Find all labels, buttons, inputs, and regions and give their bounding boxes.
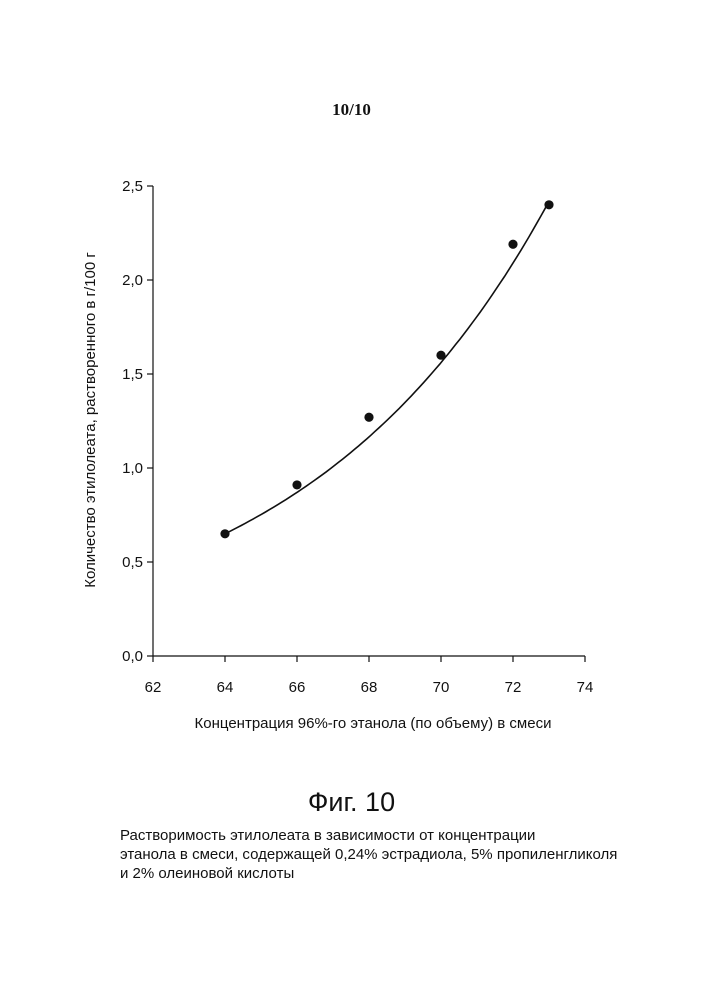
y-tick-label: 2,5 — [122, 178, 143, 195]
solubility-chart: 0,0 0,5 1,0 1,5 2,0 2,5 62 64 66 68 70 72 74 Концен… — [0, 0, 703, 780]
caption-line: этанола в смеси, содержащей 0,24% эстрад… — [120, 845, 695, 864]
caption-line: и 2% олеиновой кислоты — [120, 864, 695, 883]
x-tick-label: 62 — [145, 679, 162, 696]
trend-curve — [225, 201, 549, 534]
y-tick-label: 1,5 — [122, 366, 143, 383]
x-tick-label: 74 — [577, 679, 594, 696]
caption-line: Растворимость этилолеата в зависимости о… — [120, 826, 695, 845]
figure-caption: Растворимость этилолеата в зависимости о… — [120, 826, 695, 883]
y-tick-label: 2,0 — [122, 272, 143, 289]
data-point — [220, 529, 229, 538]
data-point — [364, 413, 373, 422]
y-tick-label: 1,0 — [122, 460, 143, 477]
x-axis-label: Концентрация 96%-го этанола (по объему) … — [195, 715, 552, 732]
y-tick-label: 0,5 — [122, 554, 143, 571]
data-point — [544, 200, 553, 209]
y-axis-label: Количество этилолеата, растворенного в г… — [82, 252, 99, 588]
figure-title: Фиг. 10 — [0, 787, 703, 818]
x-tick-label: 66 — [289, 679, 306, 696]
x-tick-label: 72 — [505, 679, 522, 696]
y-tick-label: 0,0 — [122, 648, 143, 665]
data-point — [436, 351, 445, 360]
data-point — [292, 480, 301, 489]
x-tick-label: 68 — [361, 679, 378, 696]
x-axis-ticks: 62 64 66 68 70 72 74 — [145, 656, 594, 696]
x-tick-label: 64 — [217, 679, 234, 696]
y-axis-ticks: 0,0 0,5 1,0 1,5 2,0 2,5 — [122, 178, 153, 665]
data-point — [508, 240, 517, 249]
data-points — [220, 200, 553, 538]
x-tick-label: 70 — [433, 679, 450, 696]
